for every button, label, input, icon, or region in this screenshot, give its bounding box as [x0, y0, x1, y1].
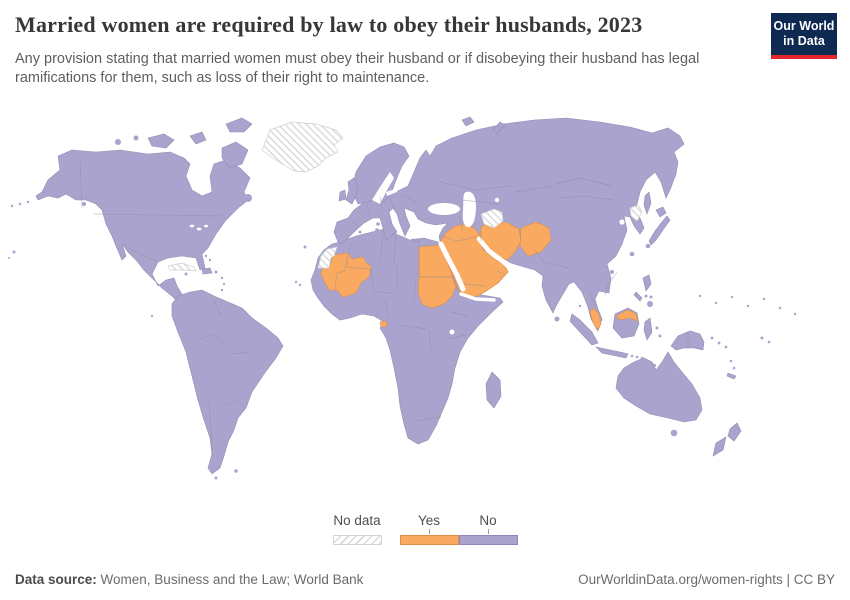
- island-sumatra[interactable]: [569, 313, 599, 346]
- arctic-islands[interactable]: [189, 131, 207, 145]
- island-ireland[interactable]: [338, 189, 347, 202]
- no-countries-layer[interactable]: [8, 116, 797, 480]
- arctic-islands[interactable]: [221, 141, 249, 169]
- nodata-region-western-sahara[interactable]: [317, 246, 338, 269]
- island-hokkaido[interactable]: [655, 206, 667, 218]
- arctic-islands[interactable]: [225, 117, 253, 133]
- yes-region-sudan[interactable]: [417, 276, 457, 309]
- legend-label-yes: Yes: [417, 513, 441, 528]
- world-map[interactable]: [0, 100, 850, 505]
- legend-swatch-no-data[interactable]: [332, 535, 382, 545]
- data-source-text: Women, Business and the Law; World Bank: [96, 572, 364, 587]
- legend-swatch-yes[interactable]: [399, 535, 459, 545]
- island-sakhalin[interactable]: [643, 191, 652, 215]
- island-svalbard[interactable]: [461, 116, 475, 127]
- island-great-britain[interactable]: [345, 177, 359, 205]
- legend-item-no-data[interactable]: No data: [332, 513, 382, 545]
- legend-tick-no: [487, 529, 489, 534]
- page-title: Married women are required by law to obe…: [15, 12, 643, 37]
- legend-item-yes[interactable]: Yes: [399, 513, 459, 545]
- island-new-guinea[interactable]: [670, 330, 705, 351]
- page-subtitle: Any provision stating that married women…: [15, 51, 700, 87]
- data-source-label: Data source:: [15, 572, 97, 587]
- island-novaya-zemlya[interactable]: [492, 121, 506, 135]
- yes-region-mauritania-mali[interactable]: [320, 252, 372, 298]
- yes-region-afghanistan[interactable]: [519, 221, 552, 257]
- island-palawan[interactable]: [633, 291, 643, 302]
- island-new-caledonia[interactable]: [726, 372, 737, 380]
- legend-label-no: No: [479, 513, 497, 528]
- island-sulawesi[interactable]: [643, 317, 653, 341]
- island-hispaniola[interactable]: [201, 267, 213, 275]
- owid-logo-line2: in Data: [783, 34, 825, 49]
- yes-region-malaysia-borneo[interactable]: [615, 309, 639, 322]
- map-legend: No data Yes No: [0, 513, 850, 545]
- arctic-islands[interactable]: [147, 133, 175, 149]
- island-new-zealand-north[interactable]: [727, 422, 742, 442]
- credit-link[interactable]: OurWorldinData.org/women-rights | CC BY: [578, 572, 835, 587]
- map-footer: Data source: Women, Business and the Law…: [15, 572, 835, 587]
- landmass-south-america[interactable]: [171, 289, 284, 475]
- island-new-zealand-south[interactable]: [712, 436, 727, 457]
- yes-region-equatorial-guinea[interactable]: [379, 320, 388, 328]
- nodata-region-turkmenistan[interactable]: [480, 208, 504, 229]
- legend-item-no[interactable]: No: [458, 513, 518, 545]
- nodata-region-north-korea[interactable]: [629, 204, 643, 222]
- yes-region-malaysia-peninsula[interactable]: [589, 307, 602, 331]
- no-data-layer[interactable]: [167, 121, 643, 272]
- legend-tick-yes: [428, 529, 430, 534]
- legend-label-no-data: No data: [333, 513, 381, 528]
- map-container: [0, 100, 850, 505]
- country-borders-layer: [79, 159, 689, 457]
- island-java[interactable]: [595, 346, 629, 359]
- island-luzon[interactable]: [642, 274, 652, 292]
- landmass-australia[interactable]: [615, 351, 703, 423]
- island-honshu[interactable]: [648, 215, 671, 246]
- nodata-region-greenland[interactable]: [261, 121, 344, 173]
- owid-logo-line1: Our World: [773, 19, 835, 33]
- legend-swatch-no[interactable]: [458, 535, 518, 545]
- owid-logo[interactable]: Our World in Data: [771, 13, 837, 59]
- nodata-region-cuba[interactable]: [167, 262, 197, 272]
- landmass-north-america[interactable]: [35, 149, 251, 313]
- island-madagascar[interactable]: [485, 371, 502, 409]
- data-source-line: Data source: Women, Business and the Law…: [15, 572, 363, 587]
